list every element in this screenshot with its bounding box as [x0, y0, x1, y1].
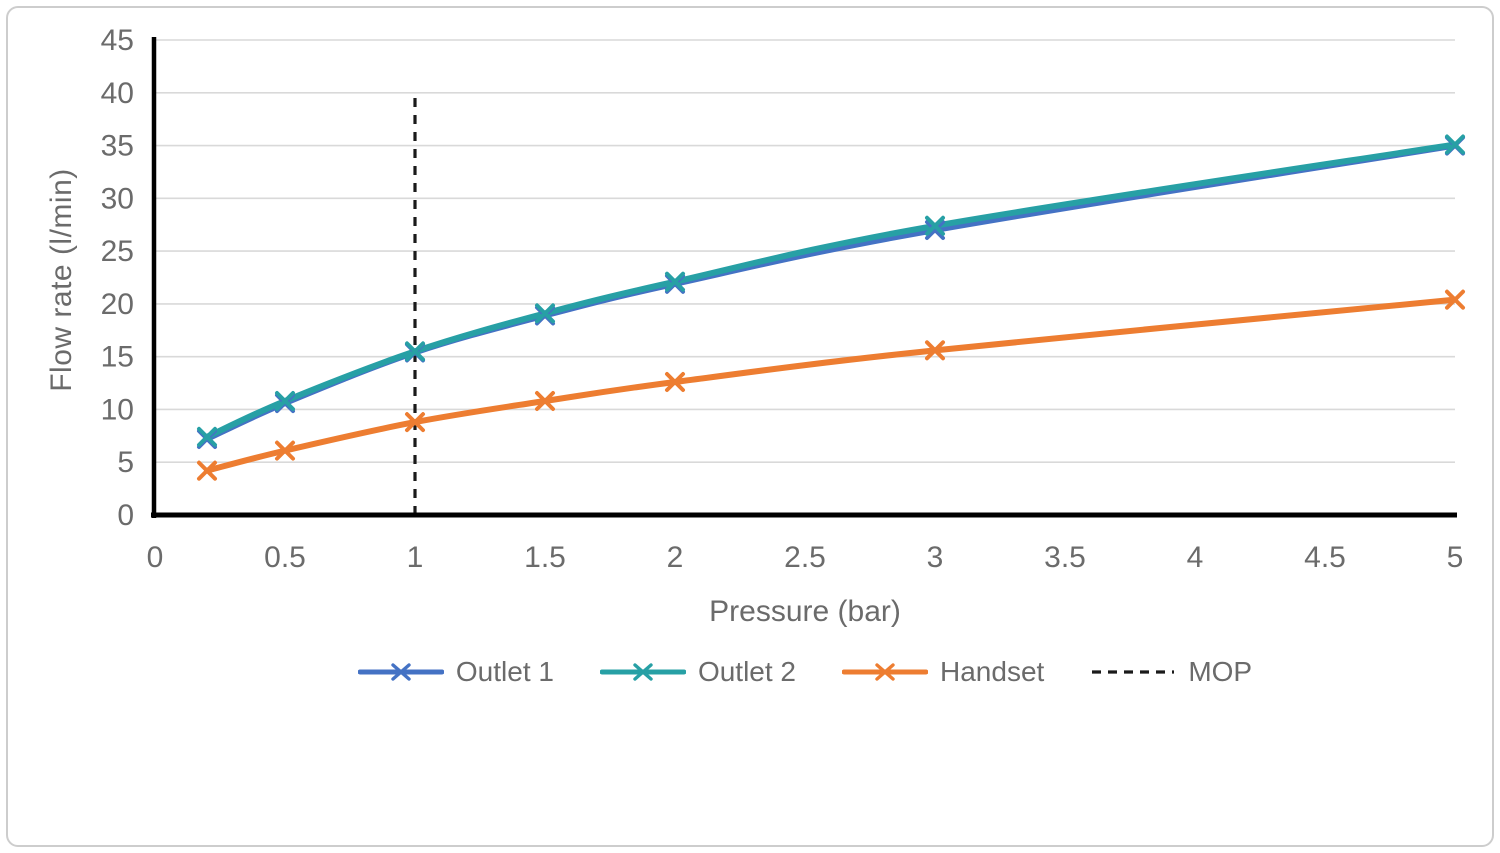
- marker-x-outlet2: [925, 215, 945, 236]
- y-tick-label: 30: [101, 182, 134, 215]
- marker-x-outlet2: [535, 303, 555, 324]
- legend-label: Handset: [940, 656, 1045, 687]
- series-line-outlet2: [204, 141, 1458, 440]
- series-line-outlet1: [204, 142, 1458, 442]
- marker-x-outlet2: [1445, 134, 1465, 155]
- y-tick-label: 15: [101, 341, 134, 374]
- series-line-handset: [204, 296, 1458, 474]
- y-tick-label: 35: [101, 130, 134, 163]
- marker-x-handset: [665, 372, 685, 392]
- x-tick-label: 4.5: [1304, 541, 1346, 574]
- marker-x-handset: [197, 460, 217, 481]
- x-tick-label: 0.5: [264, 541, 306, 574]
- y-tick-label: 10: [101, 393, 134, 426]
- y-tick-label: 20: [101, 288, 134, 321]
- mop-dash-swatch-icon: [1092, 670, 1175, 674]
- x-tick-label: 3: [927, 541, 944, 574]
- marker-x-handset: [275, 440, 295, 461]
- outlet2-line-swatch-icon: [599, 663, 686, 681]
- marker-x-handset: [535, 391, 555, 411]
- y-tick-label: 40: [101, 77, 134, 110]
- handset-line-swatch-icon: [842, 663, 929, 681]
- x-tick-label: 5: [1447, 541, 1464, 574]
- marker-x-outlet2: [275, 391, 295, 411]
- marker-x-outlet2: [405, 341, 425, 362]
- y-axis-title: Flow rate (l/min): [45, 168, 78, 392]
- x-tick-label: 1: [407, 541, 424, 574]
- x-axis-title: Pressure (bar): [709, 595, 901, 628]
- legend-item-outlet1: Outlet 1: [357, 656, 554, 688]
- legend-label: Outlet 1: [455, 656, 554, 687]
- y-tick-label: 5: [117, 446, 134, 479]
- legend-label: Outlet 2: [697, 656, 797, 687]
- legend-item-mop: MOP: [1090, 656, 1252, 688]
- y-tick-label: 45: [101, 24, 134, 57]
- legend-label: MOP: [1188, 656, 1253, 687]
- marker-x-outlet1: [925, 220, 945, 240]
- y-tick-label: 0: [117, 499, 134, 532]
- x-tick-label: 4: [1187, 541, 1204, 574]
- x-tick-label: 2: [667, 541, 684, 574]
- x-tick-label: 2.5: [784, 541, 826, 574]
- legend: Outlet 1 Outlet 2 Handset: [155, 656, 1455, 688]
- marker-x-handset: [1445, 289, 1465, 310]
- legend-item-outlet2: Outlet 2: [599, 656, 797, 688]
- x-tick-label: 0: [147, 541, 164, 574]
- outlet1-line-swatch-icon: [357, 663, 444, 681]
- marker-x-handset: [925, 340, 945, 361]
- marker-x-outlet2: [197, 426, 217, 447]
- y-tick-label: 25: [101, 235, 134, 268]
- x-tick-label: 1.5: [524, 541, 566, 574]
- x-tick-label: 3.5: [1044, 541, 1086, 574]
- marker-x-handset: [405, 412, 425, 433]
- legend-item-handset: Handset: [842, 656, 1044, 688]
- marker-x-outlet2: [665, 271, 685, 292]
